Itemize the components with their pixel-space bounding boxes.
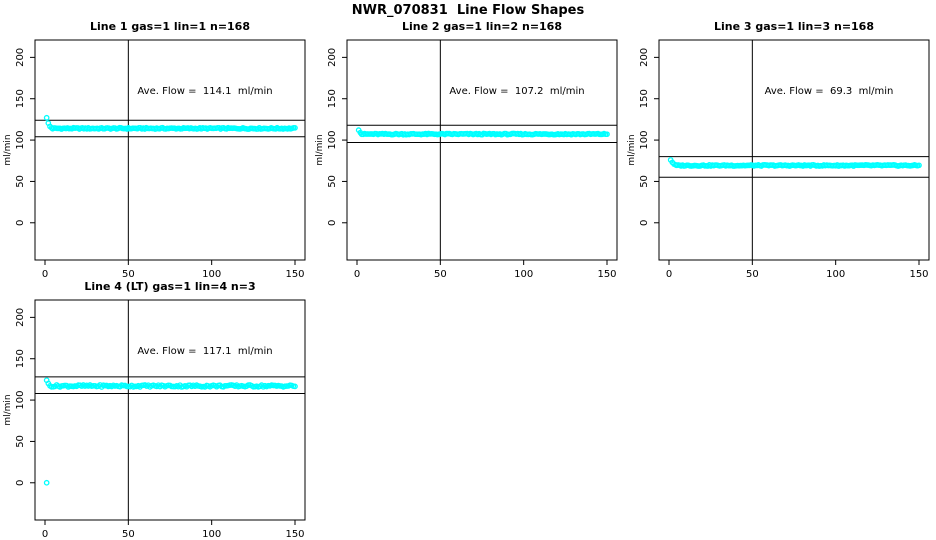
y-tick-label: 200 xyxy=(15,48,26,67)
y-tick-label: 50 xyxy=(15,175,26,188)
y-tick-label: 150 xyxy=(15,89,26,108)
y-tick-label: 0 xyxy=(15,220,26,226)
x-tick-label: 0 xyxy=(354,269,360,280)
y-axis-label: ml/min xyxy=(627,134,637,165)
y-tick-label: 0 xyxy=(327,220,338,226)
y-tick-label: 150 xyxy=(15,349,26,368)
figure-title: NWR_070831 Line Flow Shapes xyxy=(351,3,585,18)
plot-panel-line-1: 0 50 100 150 0 50 100 150 200 ml/min Line 1 gas=1… xyxy=(0,18,312,280)
data-point xyxy=(604,131,610,138)
y-axis-label: ml/min xyxy=(3,134,13,165)
y-tick-label: 150 xyxy=(639,89,650,108)
x-tick-label: 100 xyxy=(826,269,845,280)
plot-canvas-line-4: 0 50 100 150 0 50 100 150 200 ml/min xyxy=(3,299,306,540)
plot-box xyxy=(346,39,618,261)
plot-box xyxy=(34,39,306,261)
plot-panel-line-2: 0 50 100 150 0 50 100 150 200 ml/min Line 2 gas=1… xyxy=(312,18,624,280)
outlier-data-point xyxy=(43,479,50,486)
y-axis-label: ml/min xyxy=(315,134,325,165)
data-point xyxy=(43,114,50,121)
plot-title-line-1: Line 1 gas=1 lin=1 n=168 xyxy=(89,20,250,33)
plot-canvas-line-3: 0 50 100 150 0 50 100 150 200 ml/min xyxy=(627,39,930,280)
plot-panel-line-3: 0 50 100 150 0 50 100 150 200 ml/min Line 3 gas=1… xyxy=(624,18,936,280)
plot-title-line-4: Line 4 (LT) gas=1 lin=4 n=3 xyxy=(84,280,256,293)
y-tick-label: 0 xyxy=(639,220,650,226)
data-point xyxy=(292,383,298,390)
ave-flow-annotation-line-3: Ave. Flow = 69.3 ml/min xyxy=(764,86,894,97)
y-tick-label: 150 xyxy=(327,89,338,108)
y-tick-label: 50 xyxy=(15,435,26,448)
x-tick-label: 150 xyxy=(285,529,304,540)
x-tick-label: 50 xyxy=(434,269,447,280)
x-tick-label: 50 xyxy=(122,269,135,280)
x-tick-label: 150 xyxy=(285,269,304,280)
x-tick-label: 150 xyxy=(597,269,616,280)
y-axis-label: ml/min xyxy=(3,394,13,425)
data-point xyxy=(916,162,922,169)
y-tick-label: 50 xyxy=(327,175,338,188)
plot-box xyxy=(34,299,306,521)
x-tick-label: 150 xyxy=(909,269,928,280)
x-tick-label: 0 xyxy=(666,269,672,280)
data-point xyxy=(292,124,298,131)
plot-title-line-3: Line 3 gas=1 lin=3 n=168 xyxy=(713,20,874,33)
y-tick-label: 200 xyxy=(15,308,26,327)
ave-flow-annotation-line-2: Ave. Flow = 107.2 ml/min xyxy=(449,86,585,97)
x-tick-label: 50 xyxy=(122,529,135,540)
ave-flow-annotation-line-1: Ave. Flow = 114.1 ml/min xyxy=(137,86,273,97)
y-tick-label: 50 xyxy=(639,175,650,188)
plot-title-line-2: Line 2 gas=1 lin=2 n=168 xyxy=(401,20,562,33)
ave-flow-annotation-line-4: Ave. Flow = 117.1 ml/min xyxy=(137,346,273,357)
y-tick-label: 200 xyxy=(327,48,338,67)
x-tick-label: 100 xyxy=(202,529,221,540)
y-tick-label: 100 xyxy=(15,391,26,410)
plot-box xyxy=(658,39,930,261)
plot-canvas-line-1: 0 50 100 150 0 50 100 150 200 ml/min xyxy=(3,39,306,280)
x-tick-label: 100 xyxy=(202,269,221,280)
plot-panel-line-4: 0 50 100 150 0 50 100 150 200 ml/min Line 4 (LT) … xyxy=(0,278,312,540)
y-tick-label: 200 xyxy=(639,48,650,67)
plot-canvas-line-2: 0 50 100 150 0 50 100 150 200 ml/min xyxy=(315,39,618,280)
y-tick-label: 100 xyxy=(327,131,338,150)
y-tick-label: 0 xyxy=(15,480,26,486)
y-tick-label: 100 xyxy=(15,131,26,150)
y-tick-label: 100 xyxy=(639,131,650,150)
x-tick-label: 100 xyxy=(514,269,533,280)
x-tick-label: 50 xyxy=(746,269,759,280)
x-tick-label: 0 xyxy=(42,529,48,540)
x-tick-label: 0 xyxy=(42,269,48,280)
